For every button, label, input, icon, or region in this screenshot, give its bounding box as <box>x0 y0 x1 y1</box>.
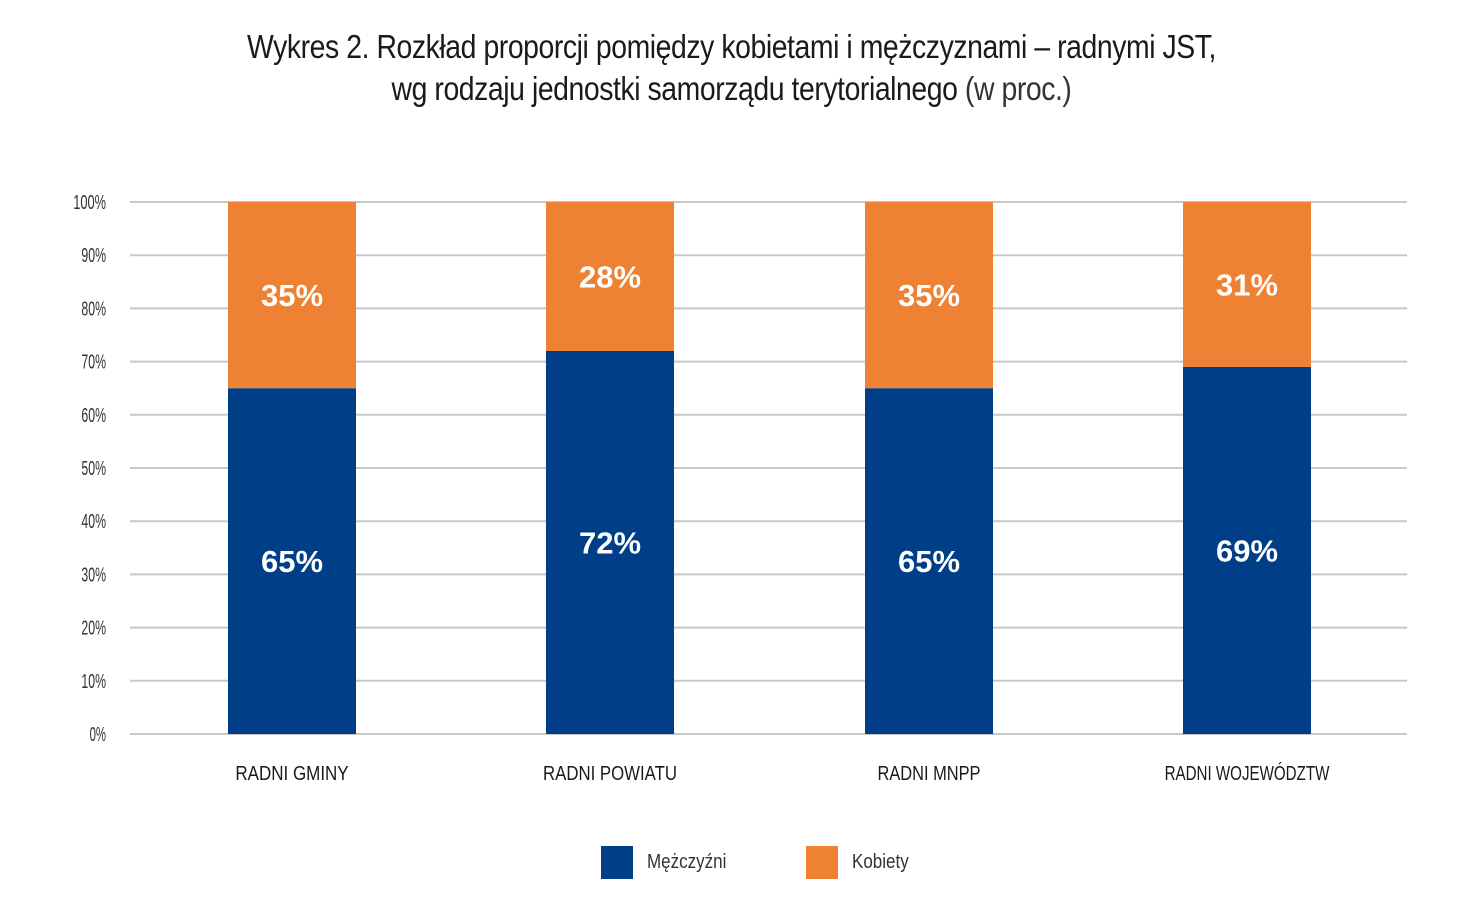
bar-men-3 <box>865 388 993 734</box>
y-tick-label: 40% <box>81 511 106 533</box>
chart-title-unit: (w proc.) <box>964 70 1072 107</box>
data-label-men-3: 65% <box>898 544 960 579</box>
legend-label-men: Mężczyźni <box>647 851 727 873</box>
y-tick-label: 90% <box>81 245 106 267</box>
y-tick-label: 100% <box>73 192 106 214</box>
bar-women-2 <box>546 202 674 351</box>
x-category-label: RADNI MNPP <box>878 763 981 785</box>
legend-swatch-women <box>806 846 838 879</box>
legend-swatch-men <box>601 846 633 879</box>
y-tick-label: 20% <box>81 618 106 640</box>
bar-men-4 <box>1183 366 1311 734</box>
y-tick-label: 50% <box>81 458 106 480</box>
data-label-women-1: 35% <box>261 278 323 313</box>
data-label-men-2: 72% <box>579 525 641 560</box>
chart-title: Wykres 2. Rozkład proporcji pomiędzy kob… <box>0 26 1463 110</box>
y-tick-label: 60% <box>81 405 106 427</box>
chart-title-line1: Wykres 2. Rozkład proporcji pomiędzy kob… <box>246 28 1217 65</box>
bar-women-3 <box>865 202 993 389</box>
y-tick-label: 80% <box>81 298 106 320</box>
data-label-women-2: 28% <box>579 259 641 294</box>
chart-title-line2: wg rodzaju jednostki samorządu terytoria… <box>102 68 1360 110</box>
data-label-women-3: 35% <box>898 278 960 313</box>
chart-title-line2-main: wg rodzaju jednostki samorządu terytoria… <box>391 70 958 107</box>
x-category-label: RADNI POWIATU <box>543 763 677 785</box>
legend-label-women: Kobiety <box>852 851 909 873</box>
bar-women-1 <box>228 202 356 389</box>
bar-men-1 <box>228 388 356 734</box>
y-tick-label: 0% <box>90 724 107 746</box>
bar-men-2 <box>546 350 674 734</box>
data-label-women-4: 31% <box>1216 267 1278 302</box>
y-tick-label: 10% <box>81 671 106 693</box>
x-category-label: RADNI WOJEWÓDZTW <box>1165 762 1330 785</box>
legend-item-women: Kobiety <box>806 846 919 879</box>
x-category-label: RADNI GMINY <box>235 763 348 785</box>
bar-women-4 <box>1183 202 1311 367</box>
y-tick-label: 70% <box>81 352 106 374</box>
data-label-men-1: 65% <box>261 544 323 579</box>
legend-item-men: Mężczyźni <box>601 846 740 879</box>
y-tick-label: 30% <box>81 564 106 586</box>
data-label-men-4: 69% <box>1216 533 1278 568</box>
